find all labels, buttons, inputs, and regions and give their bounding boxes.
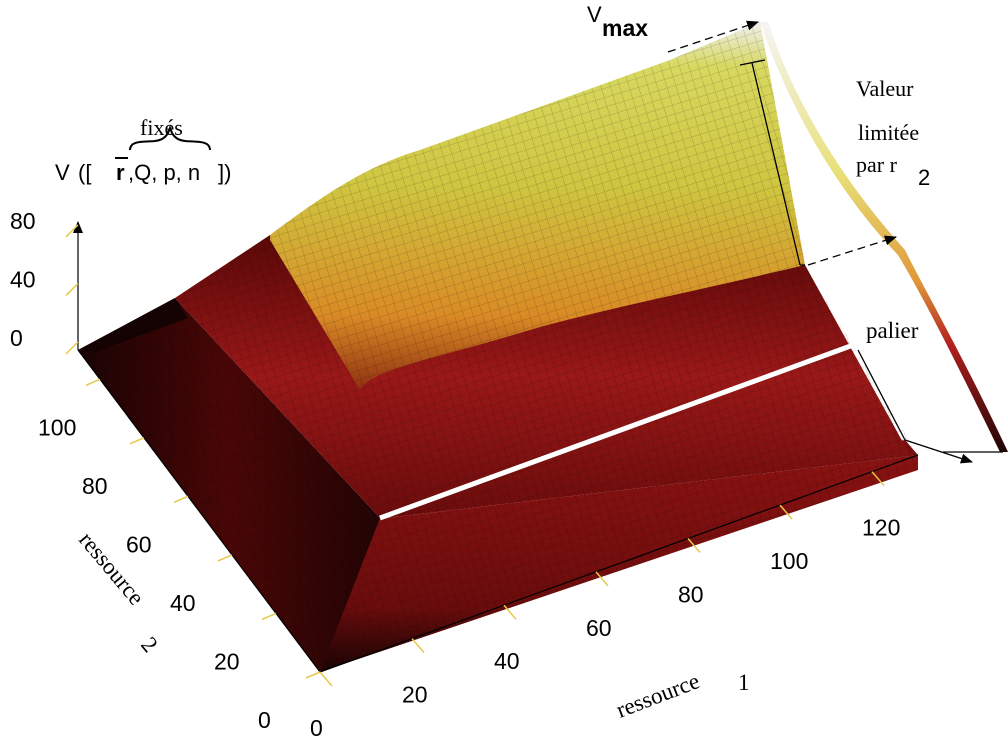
- z-tick-mark: [65, 341, 79, 355]
- limited-line-2: limitée: [858, 120, 919, 145]
- y-tick-mark: [261, 612, 277, 621]
- z-axis-title: fixés V ([ r ,Q, p, n ]): [55, 115, 231, 185]
- y-tick-mark: [173, 495, 189, 504]
- y-tick-label: 20: [214, 648, 240, 674]
- vmax-bracket-top: [739, 59, 766, 66]
- z-tick-label: 0: [10, 325, 23, 351]
- limited-arrow: [807, 235, 897, 266]
- x-tick-mark: [411, 638, 425, 654]
- x-axis-label-text: ressource: [613, 668, 703, 722]
- x-tick-label: 80: [678, 581, 704, 607]
- palier-label: palier: [866, 318, 919, 343]
- axes: [73, 221, 919, 673]
- surface-right-ridge: [760, 22, 1008, 452]
- y-ticks: 0 20 40 60 80 100: [38, 378, 321, 733]
- x-tick-mark: [687, 537, 701, 553]
- x-axis-line: [319, 454, 919, 673]
- title-rbar: r: [116, 160, 125, 185]
- title-brace: [129, 124, 211, 151]
- x-axis-label-index: 1: [738, 670, 750, 695]
- surface-mesh-overlay: [78, 22, 918, 672]
- x-tick-label: 40: [494, 648, 520, 674]
- x-tick-label: 60: [586, 615, 612, 641]
- y-tick-label: 0: [258, 707, 271, 733]
- y-tick-mark: [305, 671, 321, 679]
- limited-line-1: Valeur: [856, 76, 914, 101]
- limited-line-3: par r: [856, 152, 898, 177]
- z-ticks: 0 40 80: [10, 208, 79, 355]
- x-tick-mark: [779, 504, 793, 520]
- vmax-prefix: V: [587, 2, 602, 27]
- title-arg-rest: ,Q, p, n: [128, 160, 200, 185]
- y-tick-mark: [129, 437, 145, 445]
- vmax-arrow: [667, 20, 759, 53]
- x-tick-label: 0: [310, 715, 323, 741]
- vmax-sub: max: [602, 15, 648, 41]
- x-ticks: 0 20 40 60 80 100 120: [310, 471, 900, 741]
- palier-arrow: [904, 439, 973, 464]
- x-tick-label: 20: [402, 682, 428, 708]
- palier-annotation: palier: [857, 318, 1003, 464]
- title-prefix: V: [55, 160, 70, 185]
- title-brace-label: fixés: [140, 115, 183, 140]
- z-tick-mark: [65, 224, 79, 238]
- y-tick-mark: [217, 554, 233, 562]
- limited-annotation: Valeur limitée par r 2: [807, 76, 930, 266]
- x-tick-label: 120: [862, 515, 900, 541]
- y-tick-label: 80: [82, 473, 108, 499]
- y-axis-label-index: 2: [136, 632, 163, 657]
- x-tick-mark: [871, 471, 885, 487]
- vmax-bracket-line: [751, 62, 801, 266]
- x-axis-label: ressource 1: [613, 668, 750, 722]
- limited-sub: 2: [918, 165, 930, 190]
- y-axis-line: [77, 349, 321, 673]
- y-tick-label: 60: [126, 531, 152, 557]
- z-tick-label: 80: [10, 208, 36, 234]
- vmax-annotation: V max: [587, 2, 805, 266]
- x-tick-label: 100: [770, 548, 808, 574]
- title-arg-open: ([: [78, 160, 91, 185]
- x-tick-mark: [595, 571, 609, 587]
- y-tick-mark: [85, 378, 101, 386]
- title-arg-close: ]): [218, 160, 231, 185]
- palier-line: [379, 341, 857, 521]
- palier-bracket-line: [857, 349, 906, 441]
- x-tick-mark: [503, 604, 517, 620]
- y-tick-label: 100: [38, 414, 76, 440]
- x-tick-mark: [319, 671, 333, 687]
- z-tick-label: 40: [10, 266, 36, 292]
- z-tick-mark: [65, 282, 79, 296]
- y-tick-label: 40: [170, 590, 196, 616]
